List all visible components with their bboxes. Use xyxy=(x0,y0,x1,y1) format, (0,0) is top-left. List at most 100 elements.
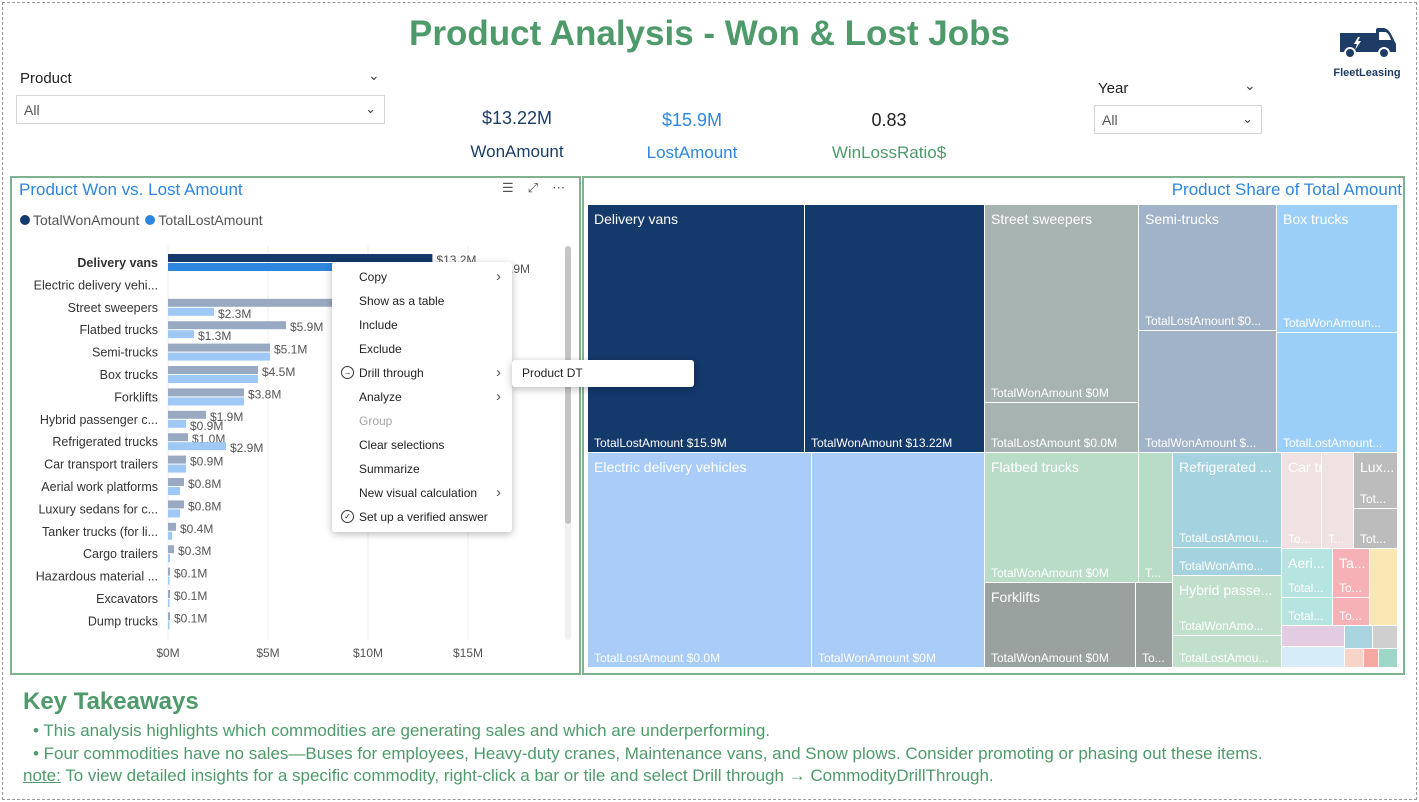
tile-value: Tot... xyxy=(1360,532,1387,546)
treemap-tile-hybrid-lost[interactable]: TotalLostAmou... xyxy=(1173,636,1281,667)
bar-lost[interactable] xyxy=(168,263,486,271)
treemap-tile-small-3[interactable] xyxy=(1345,626,1372,648)
bar-won[interactable] xyxy=(168,433,188,442)
bar-won[interactable] xyxy=(168,567,170,576)
chevron-right-icon: › xyxy=(496,484,501,501)
bar-lost[interactable] xyxy=(168,442,226,451)
bar-won[interactable] xyxy=(168,478,184,486)
legend-won-label[interactable]: TotalWonAmount xyxy=(33,212,140,228)
treemap-tile-flatbed-lost[interactable]: T... xyxy=(1139,453,1172,582)
drill-through-submenu-item[interactable]: Product DT xyxy=(512,360,694,387)
treemap-tile-box-trucks-lost[interactable]: TotalLostAmount... xyxy=(1277,333,1397,452)
bar-lost[interactable] xyxy=(168,531,172,540)
kpi-lost-value: $15.9M xyxy=(661,110,723,130)
bar-won[interactable] xyxy=(168,410,206,419)
tile-label: Refrigerated ... xyxy=(1179,459,1272,475)
tile-value: TotalWonAmount $13.22M xyxy=(811,436,953,450)
bar-won[interactable] xyxy=(168,343,270,352)
bar-lost[interactable] xyxy=(168,330,194,339)
bar-won[interactable] xyxy=(168,254,433,262)
bar-lost[interactable] xyxy=(168,464,186,473)
treemap-tile-street-sweepers-lost[interactable]: TotalLostAmount $0.0M xyxy=(985,403,1138,452)
bar-lost[interactable] xyxy=(168,599,170,607)
treemap-tile-flatbed-won[interactable]: Flatbed trucks TotalWonAmount $0M xyxy=(985,453,1138,582)
bar-won[interactable] xyxy=(168,388,244,397)
context-menu-item-new-visual-calculation[interactable]: New visual calculation › xyxy=(332,481,512,505)
treemap-tile-street-sweepers-won[interactable]: Street sweepers TotalWonAmount $0M xyxy=(985,205,1138,402)
bar-lost[interactable] xyxy=(168,554,170,563)
bar-won[interactable] xyxy=(168,545,174,554)
year-dropdown[interactable]: All ⌄ xyxy=(1094,105,1262,134)
bar-won[interactable] xyxy=(168,298,332,307)
data-label-lost: $1.3M xyxy=(198,329,231,343)
treemap-tile-small-1[interactable] xyxy=(1282,626,1344,646)
legend-lost-label[interactable]: TotalLostAmount xyxy=(158,212,263,228)
bar-won[interactable] xyxy=(168,366,258,374)
bar-chart-panel[interactable] xyxy=(10,176,581,675)
context-menu-item-set-up-a-verified-answer[interactable]: ✓ Set up a verified answer xyxy=(332,505,512,529)
treemap-tile-aerial-a[interactable]: Aeri... Total... xyxy=(1282,549,1332,597)
tile-label: Lux... xyxy=(1360,459,1395,475)
bar-lost[interactable] xyxy=(168,576,170,585)
bar-won[interactable] xyxy=(168,455,186,464)
context-menu-item-label: New visual calculation xyxy=(359,486,478,500)
category-label: Refrigerated trucks xyxy=(52,435,158,449)
context-menu-item-exclude[interactable]: Exclude xyxy=(332,337,512,361)
bar-chart-scrollbar[interactable] xyxy=(565,246,571,640)
treemap-tile-delivery-vans-won[interactable]: TotalWonAmount $13.22M xyxy=(805,205,984,452)
context-menu-item-drill-through[interactable]: → Drill through › xyxy=(332,361,512,385)
bar-lost[interactable] xyxy=(168,487,180,495)
bar-won[interactable] xyxy=(168,522,176,531)
treemap-tile-tanker-a[interactable]: Ta... To... xyxy=(1333,549,1369,597)
bar-lost[interactable] xyxy=(168,307,214,316)
bar-lost[interactable] xyxy=(168,419,186,428)
treemap-tile-small-6[interactable] xyxy=(1364,649,1378,667)
treemap-tile-electric-delivery-lost[interactable]: Electric delivery vehicles TotalLostAmou… xyxy=(588,453,811,667)
treemap-tile-car-transport-a[interactable]: Car tra... To... xyxy=(1282,453,1321,548)
bar-lost[interactable] xyxy=(168,375,258,383)
bar-lost[interactable] xyxy=(168,509,180,518)
bar-lost[interactable] xyxy=(168,621,170,630)
treemap-tile-tanker-b[interactable]: To... xyxy=(1333,598,1369,625)
treemap-tile-aerial-b[interactable]: Total... xyxy=(1282,598,1332,625)
context-menu-item-copy[interactable]: Copy › xyxy=(332,265,512,289)
focus-mode-icon[interactable]: ⤢ xyxy=(527,180,539,195)
treemap-tile-forklifts-lost[interactable]: To... xyxy=(1136,583,1172,667)
context-menu-item-summarize[interactable]: Summarize xyxy=(332,457,512,481)
treemap-tile-cargo[interactable] xyxy=(1370,549,1397,625)
treemap-tile-refrigerated-lost[interactable]: Refrigerated ... TotalLostAmou... xyxy=(1173,453,1281,547)
product-dropdown[interactable]: All ⌄ xyxy=(16,95,385,124)
treemap-tile-semi-trucks-won[interactable]: TotalWonAmount $... xyxy=(1139,331,1276,452)
context-menu-item-include[interactable]: Include xyxy=(332,313,512,337)
treemap-tile-car-transport-b[interactable]: T... xyxy=(1322,453,1353,548)
context-menu-item-analyze[interactable]: Analyze › xyxy=(332,385,512,409)
treemap-tile-luxury-a[interactable]: Lux... Tot... xyxy=(1354,453,1397,508)
treemap-tile-hybrid-won[interactable]: Hybrid passe... TotalWonAmo... xyxy=(1173,576,1281,635)
treemap-tile-small-7[interactable] xyxy=(1379,649,1397,667)
treemap-tile-semi-trucks-lost[interactable]: Semi-trucks TotalLostAmount $0... xyxy=(1139,205,1276,330)
treemap-tile-luxury-b[interactable]: Tot... xyxy=(1354,509,1397,548)
treemap-tile-delivery-vans-lost[interactable]: Delivery vans TotalLostAmount $15.9M xyxy=(588,205,804,452)
treemap-tile-refrigerated-won[interactable]: TotalWonAmo... xyxy=(1173,548,1281,575)
bar-won[interactable] xyxy=(168,500,184,509)
treemap-panel[interactable] xyxy=(582,176,1405,675)
treemap-tile-small-4[interactable] xyxy=(1373,626,1397,648)
filter-icon[interactable]: ☰ xyxy=(502,180,514,195)
more-options-icon[interactable]: ⋯ xyxy=(552,180,566,195)
treemap-tile-small-5[interactable] xyxy=(1345,649,1363,667)
treemap-tile-box-trucks-won[interactable]: Box trucks TotalWonAmoun... xyxy=(1277,205,1397,332)
tile-value: Tot... xyxy=(1360,492,1387,506)
treemap-tile-small-2[interactable] xyxy=(1282,647,1344,667)
context-menu-item-show-as-a-table[interactable]: Show as a table xyxy=(332,289,512,313)
treemap-tile-electric-delivery-won[interactable]: TotalWonAmount $0M xyxy=(812,453,984,667)
context-menu-item-clear-selections[interactable]: Clear selections xyxy=(332,433,512,457)
year-slicer-collapse-icon[interactable]: ⌄ xyxy=(1244,77,1256,93)
treemap-tile-forklifts-won[interactable]: Forklifts TotalWonAmount $0M xyxy=(985,583,1135,667)
bar-won[interactable] xyxy=(168,590,170,598)
bar-lost[interactable] xyxy=(168,397,244,406)
bar-won[interactable] xyxy=(168,321,286,330)
bar-won[interactable] xyxy=(168,612,170,621)
product-slicer-collapse-icon[interactable]: ⌄ xyxy=(368,67,380,83)
bar-lost[interactable] xyxy=(168,352,270,361)
